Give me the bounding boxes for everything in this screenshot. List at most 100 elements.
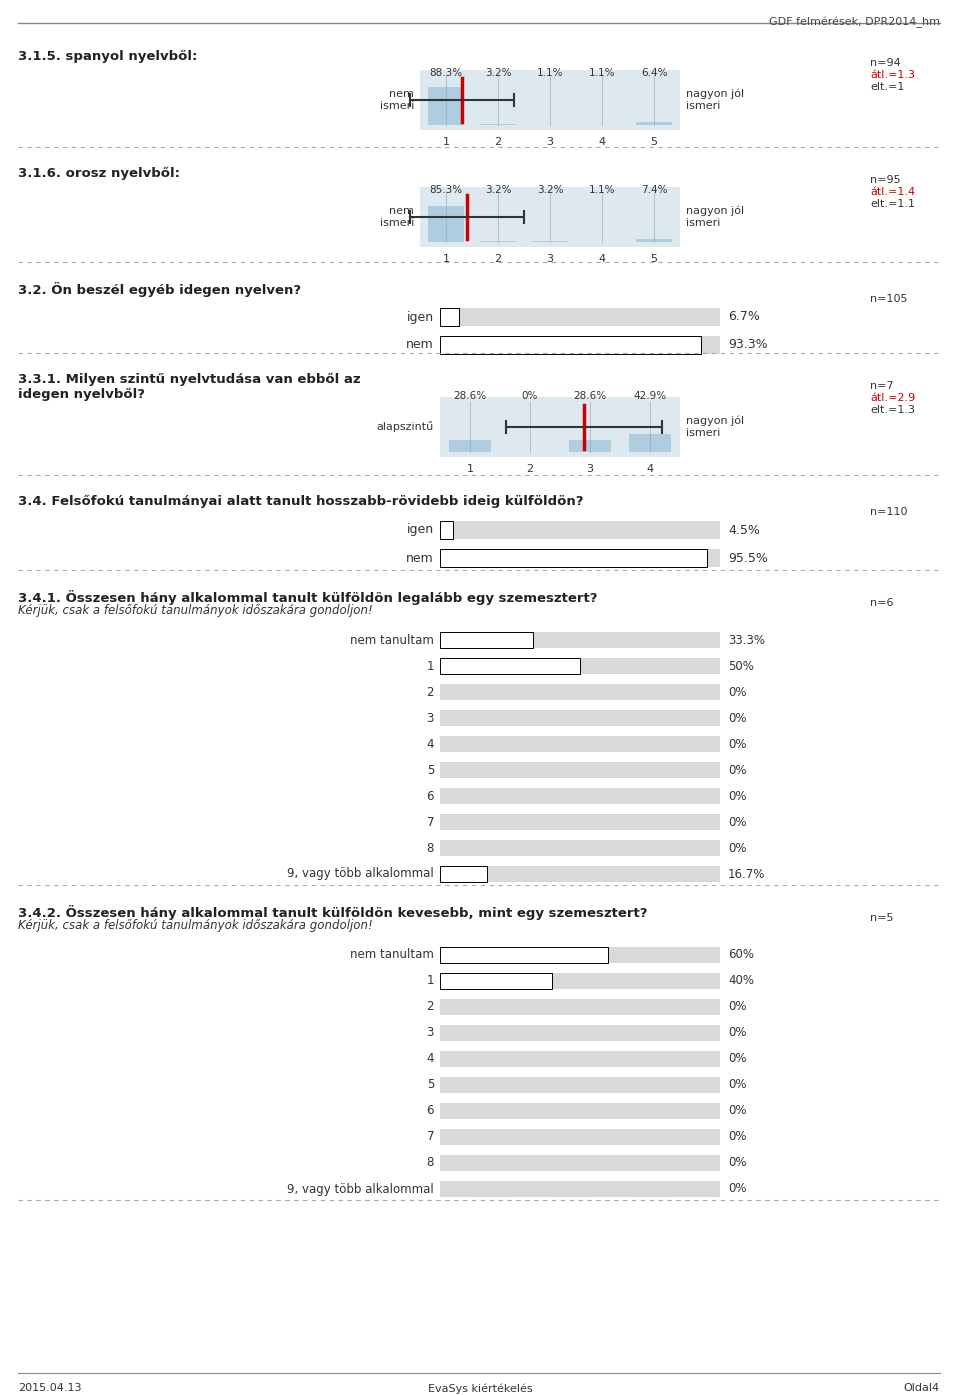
Text: 88.3%: 88.3% — [429, 68, 463, 78]
Bar — [440, 815, 720, 830]
Text: GDF felmérések, DPR2014_hm: GDF felmérések, DPR2014_hm — [769, 17, 940, 28]
Text: 2: 2 — [426, 685, 434, 699]
Text: 0%: 0% — [728, 1052, 747, 1066]
Text: 85.3%: 85.3% — [429, 186, 463, 195]
Text: 5: 5 — [651, 137, 658, 146]
Text: alapszintű: alapszintű — [376, 421, 434, 432]
Text: 33.3%: 33.3% — [728, 633, 765, 646]
Bar — [440, 658, 720, 674]
Bar — [569, 439, 611, 452]
Bar — [440, 308, 720, 326]
Text: n=105: n=105 — [870, 294, 907, 304]
Text: 7: 7 — [426, 1130, 434, 1144]
Text: 1.1%: 1.1% — [537, 68, 564, 78]
Text: 4: 4 — [646, 465, 654, 474]
Text: 0%: 0% — [728, 1156, 747, 1169]
Text: 3.1.5. spanyol nyelvből:: 3.1.5. spanyol nyelvből: — [18, 50, 198, 63]
Text: 6.4%: 6.4% — [640, 68, 667, 78]
Text: 28.6%: 28.6% — [573, 391, 607, 400]
Bar — [440, 737, 720, 752]
Text: n=94: n=94 — [870, 59, 900, 68]
Text: 3.2%: 3.2% — [537, 186, 564, 195]
Text: 6: 6 — [426, 790, 434, 802]
Text: EvaSys kiértékelés: EvaSys kiértékelés — [428, 1382, 532, 1394]
Text: 0%: 0% — [728, 1078, 747, 1091]
Bar — [440, 999, 720, 1016]
Text: 1.1%: 1.1% — [588, 186, 615, 195]
Text: 0%: 0% — [728, 738, 747, 751]
Bar — [449, 439, 491, 452]
Text: 3.1.6. orosz nyelvből:: 3.1.6. orosz nyelvből: — [18, 167, 180, 180]
Text: 5: 5 — [426, 763, 434, 777]
Text: 1.1%: 1.1% — [588, 68, 615, 78]
Text: 0%: 0% — [728, 763, 747, 777]
Text: 5: 5 — [426, 1078, 434, 1091]
Text: 3: 3 — [546, 254, 554, 264]
Text: átl.=1.4: átl.=1.4 — [870, 187, 915, 197]
Text: 93.3%: 93.3% — [728, 339, 768, 352]
Text: 1: 1 — [426, 975, 434, 988]
Bar — [440, 658, 580, 674]
Text: Kérjük, csak a felsőfokú tanulmányok időszakára gondoljon!: Kérjük, csak a felsőfokú tanulmányok idő… — [18, 604, 372, 617]
Text: 9, vagy több alkalommal: 9, vagy több alkalommal — [287, 868, 434, 880]
Text: 40%: 40% — [728, 975, 754, 988]
Text: 42.9%: 42.9% — [634, 391, 666, 400]
Text: 60%: 60% — [728, 949, 754, 961]
Text: 3.4.2. Összesen hány alkalommal tanult külföldön kevesebb, mint egy szemesztert?: 3.4.2. Összesen hány alkalommal tanult k… — [18, 905, 647, 919]
Text: nem
ismeri: nem ismeri — [379, 89, 414, 110]
Text: 2: 2 — [426, 1000, 434, 1014]
Text: n=5: n=5 — [870, 912, 894, 923]
Bar — [420, 70, 680, 130]
Bar — [440, 710, 720, 725]
Bar — [420, 187, 680, 247]
Bar — [440, 947, 720, 963]
Bar — [428, 205, 465, 241]
Text: 2: 2 — [494, 254, 501, 264]
Text: igen: igen — [407, 523, 434, 537]
Text: 5: 5 — [651, 254, 658, 264]
Text: nagyon jól
ismeri: nagyon jól ismeri — [686, 206, 744, 227]
Text: 3.3.1. Milyen szintű nyelvtudása van ebből az
idegen nyelvből?: 3.3.1. Milyen szintű nyelvtudása van ebb… — [18, 372, 361, 402]
Text: 1: 1 — [467, 465, 473, 474]
Text: 3.4.1. Összesen hány alkalommal tanult külföldön legalább egy szemesztert?: 3.4.1. Összesen hány alkalommal tanult k… — [18, 590, 597, 605]
Text: átl.=1.3: átl.=1.3 — [870, 70, 915, 80]
Text: 0%: 0% — [728, 790, 747, 802]
Bar — [636, 239, 672, 241]
Text: 8: 8 — [426, 1156, 434, 1169]
Bar — [440, 972, 552, 989]
Bar — [440, 520, 720, 538]
Text: elt.=1: elt.=1 — [870, 82, 904, 92]
Text: 0%: 0% — [728, 1130, 747, 1144]
Text: 4.5%: 4.5% — [728, 523, 760, 537]
Bar — [440, 1155, 720, 1170]
Text: 2015.04.13: 2015.04.13 — [18, 1382, 82, 1394]
Text: 4: 4 — [598, 254, 606, 264]
Bar — [440, 947, 608, 963]
Text: 8: 8 — [426, 841, 434, 855]
Bar — [440, 1129, 720, 1145]
Text: 4: 4 — [426, 1052, 434, 1066]
Text: 28.6%: 28.6% — [453, 391, 487, 400]
Text: 6.7%: 6.7% — [728, 311, 760, 324]
Text: nagyon jól
ismeri: nagyon jól ismeri — [686, 89, 744, 112]
Text: 3.2. Ön beszél egyéb idegen nyelven?: 3.2. Ön beszél egyéb idegen nyelven? — [18, 282, 301, 297]
Text: elt.=1.3: elt.=1.3 — [870, 405, 915, 414]
Text: elt.=1.1: elt.=1.1 — [870, 199, 915, 209]
Bar — [440, 866, 720, 882]
Bar — [440, 972, 720, 989]
Text: 3: 3 — [587, 465, 593, 474]
Text: n=95: n=95 — [870, 174, 900, 186]
Text: átl.=2.9: átl.=2.9 — [870, 393, 915, 403]
Bar — [440, 1182, 720, 1197]
Bar — [440, 1077, 720, 1094]
Bar — [629, 434, 671, 452]
Text: 3.2%: 3.2% — [485, 186, 512, 195]
Text: 3: 3 — [426, 711, 434, 724]
Bar — [440, 684, 720, 700]
Text: Kérjük, csak a felsőfokú tanulmányok időszakára gondoljon!: Kérjük, csak a felsőfokú tanulmányok idő… — [18, 919, 372, 932]
Text: nem: nem — [406, 339, 434, 352]
Bar — [440, 550, 708, 566]
Text: n=7: n=7 — [870, 381, 894, 391]
Bar — [440, 308, 459, 326]
Text: nagyon jól
ismeri: nagyon jól ismeri — [686, 416, 744, 438]
